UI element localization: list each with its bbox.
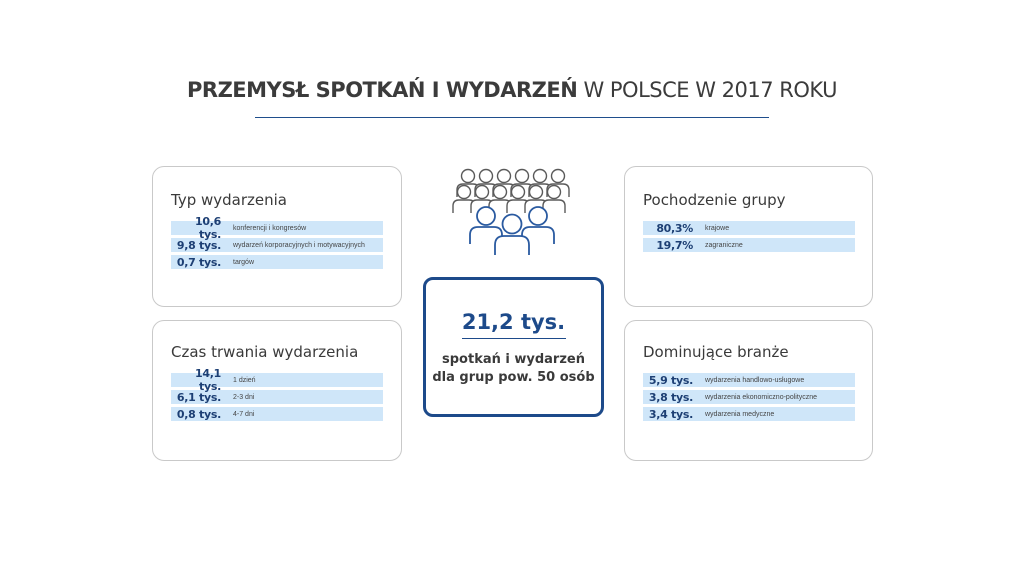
caption-line-1: spotkań i wydarzeń	[442, 352, 585, 367]
stat-value: 3,8 tys.	[648, 390, 693, 404]
stat-row: 14,1 tys. 1 dzień	[171, 367, 383, 393]
card-heading: Czas trwania wydarzenia	[171, 343, 359, 361]
stat-row: 0,7 tys. targów	[171, 255, 383, 269]
caption-line-2: dla grup pow. 50 osób	[432, 370, 595, 385]
stat-label: konferencji i kongresów	[233, 224, 307, 232]
stat-list: 5,9 tys. wydarzenia handlowo-usługowe 3,8…	[643, 373, 855, 424]
card-heading: Dominujące branże	[643, 343, 789, 361]
stat-row: 9,8 tys. wydarzeń korporacyjnych i motywa…	[171, 238, 383, 252]
crowd-icon	[452, 168, 570, 255]
stat-label: krajowe	[705, 224, 730, 232]
card-event-type: Typ wydarzenia 10,6 tys. konferencji i ko…	[152, 166, 402, 307]
total-events-caption: spotkań i wydarzeń dla grup pow. 50 osób	[426, 351, 601, 387]
stat-label: zagraniczne	[705, 241, 743, 249]
stat-row: 3,4 tys. wydarzenia medyczne	[643, 407, 855, 421]
page-title-bold: PRZEMYSŁ SPOTKAŃ I WYDARZEŃ	[187, 78, 578, 102]
stat-list: 10,6 tys. konferencji i kongresów 9,8 tys…	[171, 215, 383, 272]
stat-value: 19,7%	[656, 238, 693, 252]
card-event-duration: Czas trwania wydarzenia 14,1 tys. 1 dzień…	[152, 320, 402, 461]
stat-value: 80,3%	[656, 221, 693, 235]
stat-row: 10,6 tys. konferencji i kongresów	[171, 215, 383, 241]
stat-value: 0,8 tys.	[176, 407, 221, 421]
stat-row: 6,1 tys. 2-3 dni	[171, 390, 383, 404]
total-divider	[462, 338, 566, 339]
stat-label: wydarzenia medyczne	[705, 410, 775, 418]
stat-label: wydarzenia ekonomiczno-polityczne	[705, 393, 818, 401]
stat-label: wydarzenia handlowo-usługowe	[705, 376, 805, 384]
stat-value: 3,4 tys.	[648, 407, 693, 421]
stat-row: 19,7% zagraniczne	[643, 238, 855, 252]
stat-value: 14,1 tys.	[195, 367, 221, 393]
stat-list: 80,3% krajowe 19,7% zagraniczne	[643, 221, 855, 255]
stat-row: 5,9 tys. wydarzenia handlowo-usługowe	[643, 373, 855, 387]
stat-list: 14,1 tys. 1 dzień 6,1 tys. 2-3 dni 0,8 tys…	[171, 367, 383, 424]
stat-label: 4-7 dni	[233, 410, 255, 418]
stat-label: 1 dzień	[233, 376, 256, 384]
card-heading: Pochodzenie grupy	[643, 191, 786, 209]
stat-label: targów	[233, 258, 255, 266]
card-dominant-industries: Dominujące branże 5,9 tys. wydarzenia han…	[624, 320, 873, 461]
stat-label: 2-3 dni	[233, 393, 255, 401]
stat-value: 0,7 tys.	[176, 255, 221, 269]
stat-row: 0,8 tys. 4-7 dni	[171, 407, 383, 421]
stat-value: 9,8 tys.	[176, 238, 221, 252]
total-events-value: 21,2 tys.	[461, 310, 566, 334]
stat-value: 6,1 tys.	[176, 390, 221, 404]
card-group-origin: Pochodzenie grupy 80,3% krajowe 19,7% zagr…	[624, 166, 873, 307]
stat-row: 80,3% krajowe	[643, 221, 855, 235]
page-title: PRZEMYSŁ SPOTKAŃ I WYDARZEŃ W POLSCE W 2…	[0, 78, 1024, 102]
stat-label: wydarzeń korporacyjnych i motywacyjnych	[233, 241, 365, 249]
title-divider	[255, 117, 769, 118]
stat-row: 3,8 tys. wydarzenia ekonomiczno-polityczn…	[643, 390, 855, 404]
page-title-rest: W POLSCE W 2017 ROKU	[577, 78, 837, 102]
card-heading: Typ wydarzenia	[171, 191, 287, 209]
stat-value: 10,6 tys.	[195, 215, 221, 241]
total-events-box: 21,2 tys. spotkań i wydarzeń dla grup po…	[423, 277, 604, 417]
stat-value: 5,9 tys.	[648, 373, 693, 387]
